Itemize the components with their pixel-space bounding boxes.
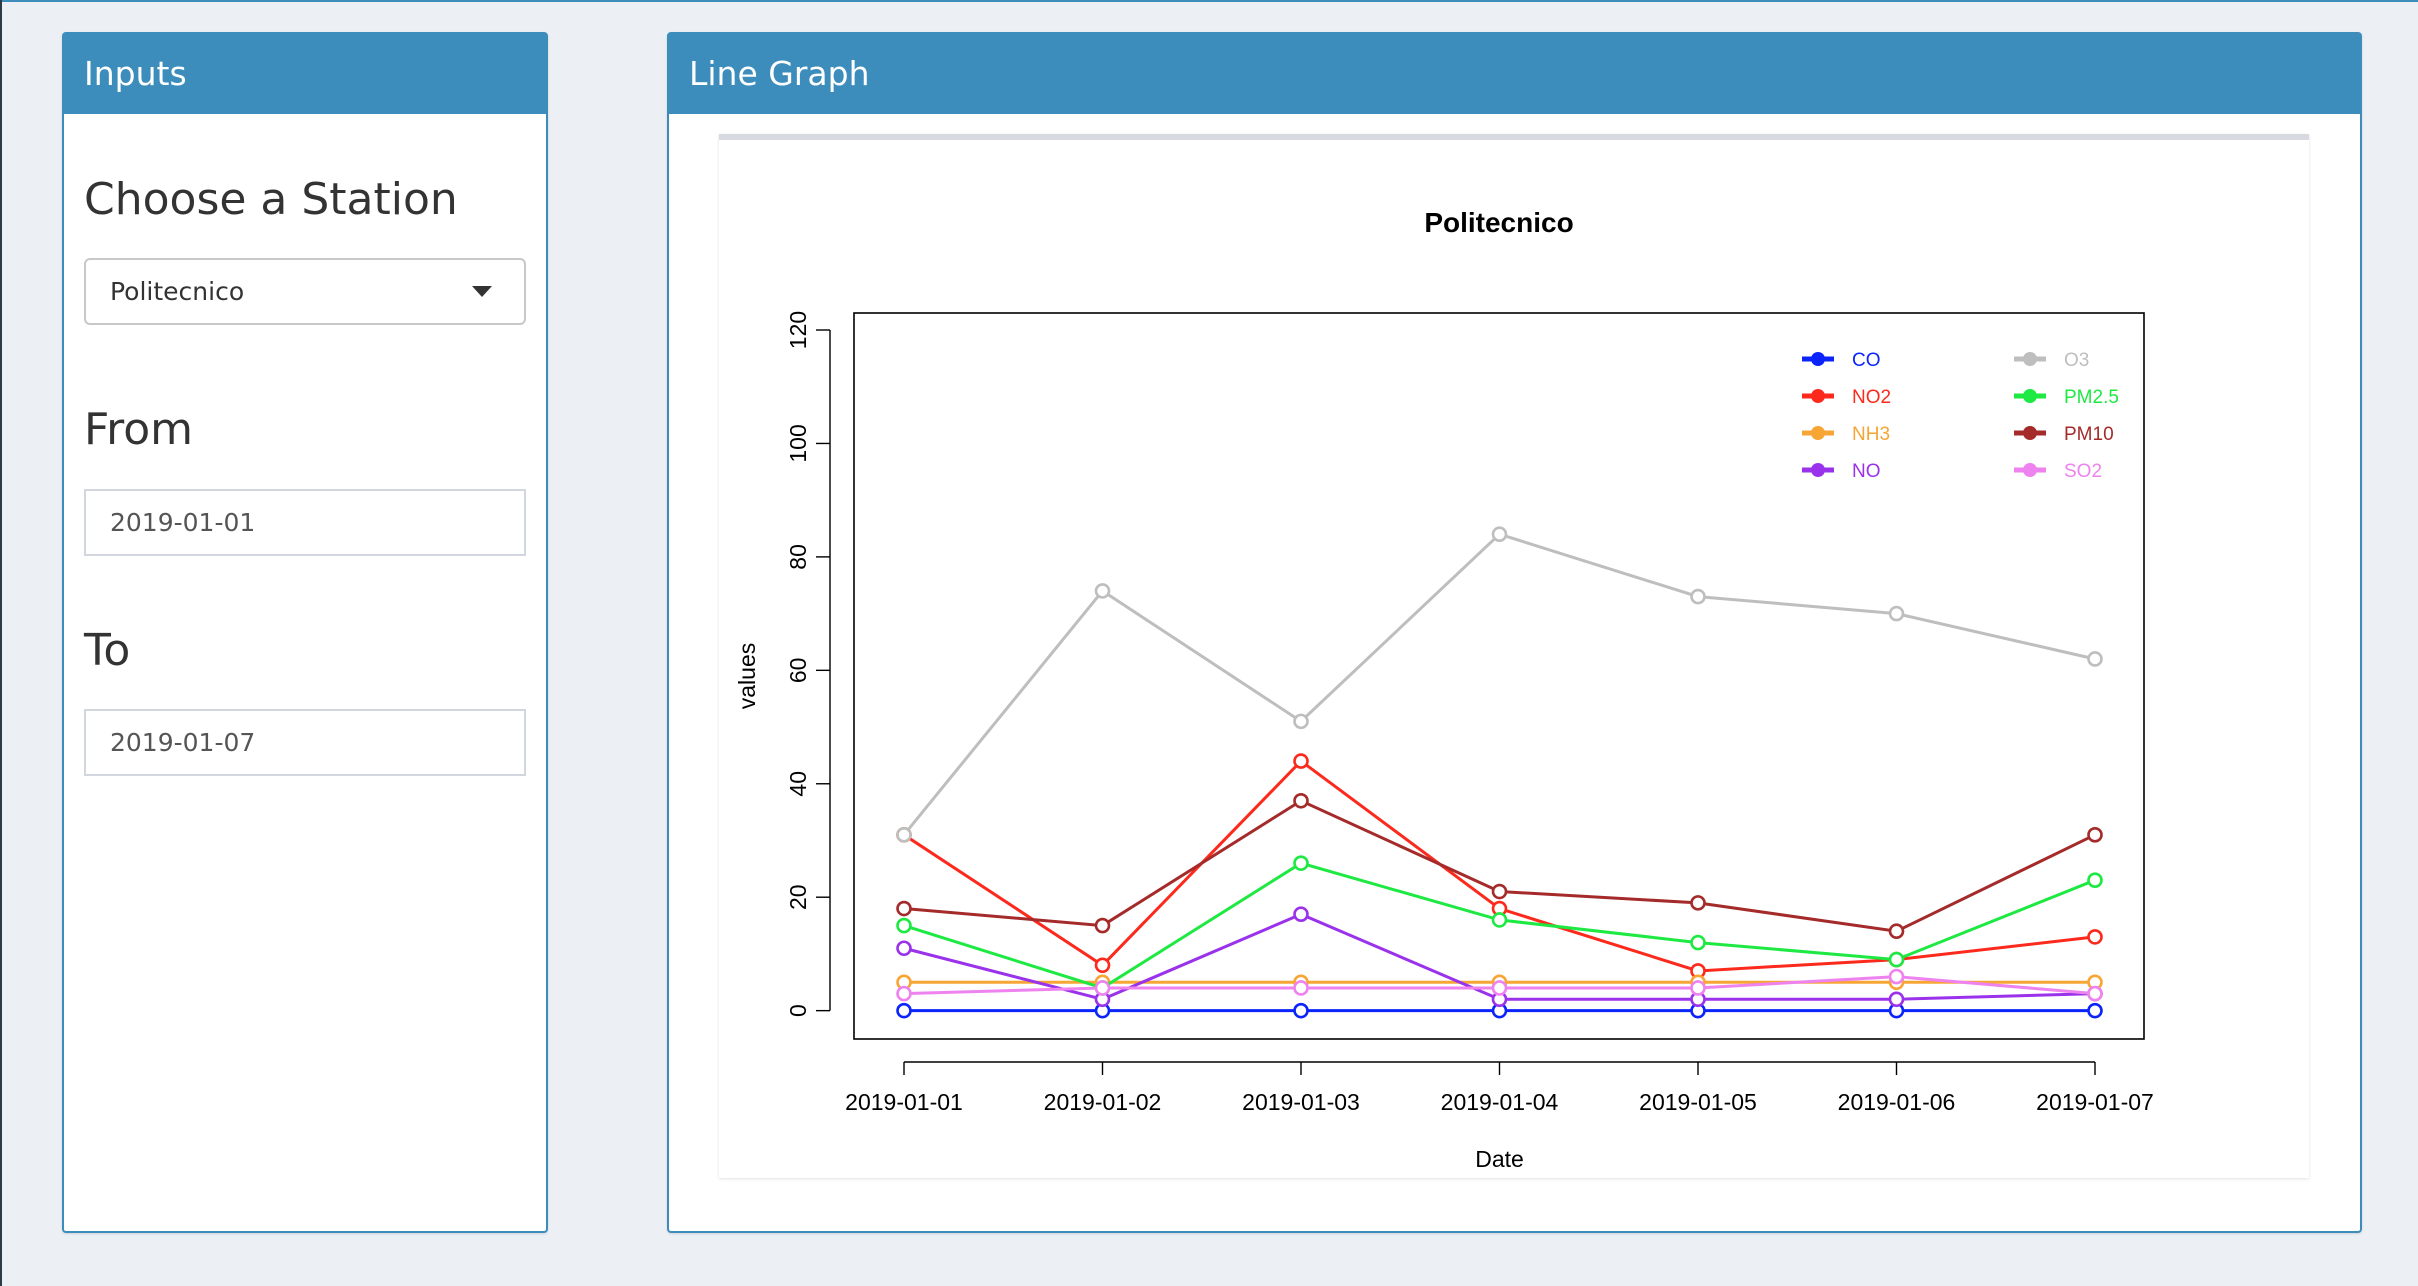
data-point-o3	[1293, 713, 1309, 730]
data-point-no2	[1293, 753, 1309, 769]
y-axis-label: values	[734, 643, 760, 709]
from-label: From	[84, 404, 194, 455]
data-point-co	[2087, 1002, 2103, 1019]
data-point-no	[1293, 906, 1309, 923]
data-point-pm25	[896, 917, 912, 934]
y-tick-label: 20	[785, 884, 811, 910]
top-border	[0, 0, 2418, 2]
inputs-box: Inputs Choose a Station Politecnico From…	[62, 32, 548, 1233]
legend-marker	[2023, 352, 2037, 366]
data-point-co	[896, 1002, 912, 1019]
data-point-pm25	[2087, 872, 2103, 888]
legend-label: PM2.5	[2064, 387, 2119, 408]
data-point-pm25	[1293, 855, 1309, 871]
data-point-pm25	[1690, 934, 1706, 951]
legend-marker	[1811, 426, 1825, 440]
data-point-pm10	[2087, 827, 2103, 843]
data-point-no2	[1094, 957, 1111, 974]
left-border	[0, 0, 2, 1286]
x-tick-label: 2019-01-05	[1639, 1089, 1757, 1115]
y-tick-label: 60	[785, 658, 811, 684]
data-point-pm10	[1293, 792, 1309, 809]
x-tick-label: 2019-01-04	[1441, 1089, 1559, 1115]
data-point-so2	[896, 985, 912, 1002]
x-tick-label: 2019-01-01	[845, 1089, 963, 1115]
data-point-so2	[1293, 980, 1309, 996]
legend-label: NO	[1852, 461, 1881, 482]
data-point-o3	[1491, 526, 1508, 543]
from-date-input[interactable]: 2019-01-01	[84, 489, 526, 556]
legend-marker	[2023, 389, 2037, 403]
data-point-no	[896, 940, 912, 957]
legend-marker	[1811, 463, 1825, 477]
plot-frame	[853, 312, 2145, 1040]
x-tick-label: 2019-01-06	[1838, 1089, 1956, 1115]
legend-marker	[2023, 463, 2037, 477]
to-date-input[interactable]: 2019-01-07	[84, 709, 526, 776]
y-tick-label: 0	[785, 1004, 811, 1017]
data-point-so2	[2087, 985, 2103, 1002]
y-tick-label: 120	[785, 311, 811, 349]
chart-title: Politecnico	[1424, 207, 1573, 238]
legend-label: CO	[1852, 350, 1881, 371]
data-point-o3	[896, 827, 912, 843]
station-select[interactable]: Politecnico	[84, 258, 526, 325]
y-tick-label: 100	[785, 424, 811, 462]
data-point-no	[1888, 991, 1905, 1008]
inputs-box-title: Inputs	[84, 54, 187, 93]
line-graph-box-title: Line Graph	[689, 54, 870, 93]
series-line-o3	[902, 532, 2096, 836]
station-label: Choose a Station	[84, 174, 458, 225]
inputs-box-header: Inputs	[64, 34, 546, 114]
data-point-pm10	[1491, 883, 1508, 900]
legend-label: SO2	[2064, 461, 2102, 482]
line-graph-box-header: Line Graph	[669, 34, 2360, 114]
legend-label: O3	[2064, 350, 2089, 371]
data-point-no2	[2087, 929, 2103, 945]
data-point-so2	[1491, 980, 1508, 996]
data-point-so2	[1094, 980, 1111, 996]
x-tick-label: 2019-01-03	[1242, 1089, 1360, 1115]
line-graph-box: Line Graph Politecnico 0 20 40 60 80 100 120 val…	[667, 32, 2362, 1233]
legend-marker	[1811, 389, 1825, 403]
data-point-pm25	[1888, 951, 1905, 968]
data-point-co	[1293, 1002, 1309, 1019]
legend-label: NH3	[1852, 424, 1890, 445]
legend-marker	[2023, 426, 2037, 440]
data-point-so2	[1888, 968, 1905, 985]
x-tick-label: 2019-01-02	[1044, 1089, 1162, 1115]
legend-marker	[1811, 352, 1825, 366]
to-label: To	[84, 625, 131, 676]
x-tick-label: 2019-01-07	[2036, 1089, 2154, 1115]
legend-label: NO2	[1852, 387, 1891, 408]
data-point-pm10	[1094, 917, 1111, 934]
line-chart: Politecnico 0 20 40 60 80 100 120 values 2019-01-…	[734, 207, 2154, 1172]
data-point-o3	[1094, 583, 1111, 599]
data-point-o3	[2087, 651, 2103, 667]
y-tick-label: 80	[785, 544, 811, 570]
legend-label: PM10	[2064, 424, 2114, 445]
data-point-o3	[1690, 588, 1706, 605]
data-point-pm10	[1690, 895, 1706, 911]
data-point-pm10	[1888, 923, 1905, 940]
chevron-down-icon	[472, 286, 492, 297]
data-point-o3	[1888, 605, 1905, 622]
station-select-value: Politecnico	[110, 277, 245, 306]
series-line-no2	[903, 759, 2096, 973]
data-point-pm10	[896, 900, 912, 917]
y-tick-label: 40	[785, 771, 811, 797]
x-axis-label: Date	[1475, 1146, 1524, 1172]
data-point-pm25	[1491, 912, 1508, 928]
plot-card: Politecnico 0 20 40 60 80 100 120 values 2019-01-…	[719, 134, 2309, 1178]
data-point-so2	[1690, 980, 1706, 996]
